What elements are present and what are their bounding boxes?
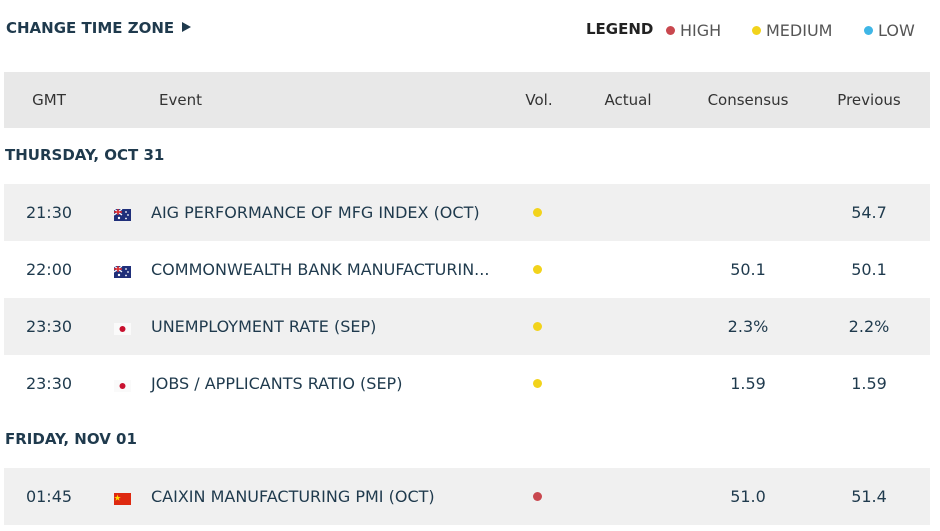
column-header: GMT (32, 91, 66, 109)
legend-dot (666, 26, 675, 35)
column-header: Vol. (525, 91, 553, 109)
event-row[interactable] (4, 468, 930, 525)
event-row[interactable] (4, 241, 930, 298)
flag-icon (114, 320, 131, 335)
event-name: CAIXIN MANUFACTURING PMI (OCT) (151, 487, 435, 506)
day-label: FRIDAY, NOV 01 (5, 430, 137, 448)
legend-dot (864, 26, 873, 35)
column-header: Actual (604, 91, 652, 109)
arrow-icon[interactable] (182, 22, 191, 32)
legend-label: HIGH (680, 21, 722, 40)
volatility-dot (533, 492, 542, 501)
column-header: Event (159, 91, 202, 109)
flag-icon (114, 377, 131, 392)
event-row[interactable] (4, 298, 930, 355)
legend-label: MEDIUM (766, 21, 833, 40)
volatility-dot (533, 265, 542, 274)
previous: 54.7 (851, 203, 887, 222)
consensus: 2.3% (727, 317, 769, 336)
consensus: 1.59 (730, 374, 766, 393)
event-row[interactable] (4, 355, 930, 412)
event-row[interactable] (4, 184, 930, 241)
consensus: 50.1 (730, 260, 766, 279)
event-name: COMMONWEALTH BANK MANUFACTURIN... (151, 260, 490, 279)
time: 23:30 (25, 374, 73, 393)
column-header: Previous (837, 91, 901, 109)
legend-title: LEGEND (586, 20, 654, 38)
volatility-dot (533, 208, 542, 217)
day-label: THURSDAY, OCT 31 (5, 146, 165, 164)
flag-icon (114, 490, 131, 505)
flag-icon (113, 263, 131, 278)
legend-dot (752, 26, 761, 35)
time: 22:00 (25, 260, 73, 279)
time: 01:45 (25, 487, 73, 506)
flag-icon (113, 206, 131, 221)
column-header: Consensus (707, 91, 789, 109)
previous: 2.2% (848, 317, 890, 336)
time: 21:30 (25, 203, 73, 222)
time: 23:30 (25, 317, 73, 336)
volatility-dot (533, 379, 542, 388)
volatility-dot (533, 322, 542, 331)
previous: 51.4 (851, 487, 887, 506)
consensus: 51.0 (730, 487, 766, 506)
event-name: JOBS / APPLICANTS RATIO (SEP) (151, 374, 403, 393)
change-time-zone[interactable]: CHANGE TIME ZONE (6, 19, 175, 37)
legend-label: LOW (878, 21, 915, 40)
table-header (4, 72, 930, 128)
event-name: AIG PERFORMANCE OF MFG INDEX (OCT) (151, 203, 480, 222)
previous: 1.59 (851, 374, 887, 393)
event-name: UNEMPLOYMENT RATE (SEP) (151, 317, 377, 336)
previous: 50.1 (851, 260, 887, 279)
